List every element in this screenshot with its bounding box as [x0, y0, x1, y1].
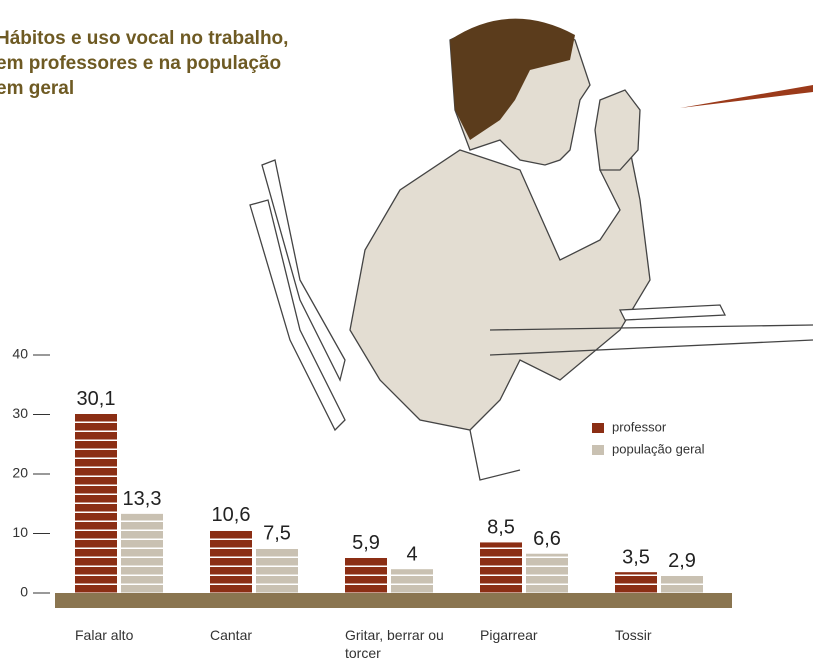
y-tick-label: 10: [12, 524, 28, 540]
chart-title: Hábitos e uso vocal no trabalho, em prof…: [0, 26, 288, 101]
value-label: 13,3: [123, 488, 162, 510]
x-tick-label: Pigarrear: [480, 627, 538, 643]
value-label: 6,6: [533, 528, 561, 550]
legend-swatch: [592, 423, 604, 433]
bar: [526, 553, 568, 593]
value-label: 8,5: [487, 517, 515, 539]
legend-label: população geral: [612, 441, 705, 456]
value-label: 3,5: [622, 546, 650, 568]
bar: [480, 542, 522, 593]
bar: [661, 575, 703, 593]
bar: [615, 572, 657, 593]
value-label: 7,5: [263, 523, 291, 545]
x-tick-label: Gritar, berrar ou torcer: [345, 627, 444, 661]
y-tick-label: 0: [20, 584, 28, 600]
illustration: [249, 18, 813, 481]
value-label: 30,1: [77, 388, 116, 410]
baseline: [55, 593, 732, 608]
legend-swatch: [592, 445, 604, 455]
value-label: 4: [406, 543, 417, 565]
legend-label: professor: [612, 419, 667, 434]
y-tick-label: 20: [12, 465, 28, 481]
bar: [210, 529, 252, 593]
y-tick-label: 30: [12, 405, 28, 421]
bar: [75, 413, 117, 593]
x-tick-label: Cantar: [210, 627, 253, 643]
value-label: 5,9: [352, 532, 380, 554]
x-tick-label: Tossir: [615, 627, 652, 643]
value-label: 2,9: [668, 550, 696, 572]
title-line: em geral: [0, 78, 75, 99]
bar: [391, 569, 433, 593]
value-label: 10,6: [212, 504, 251, 526]
bar: [345, 557, 387, 593]
title-line: Hábitos e uso vocal no trabalho,: [0, 28, 289, 49]
bar: [121, 513, 163, 593]
x-tick-label: Falar alto: [75, 627, 134, 643]
y-tick-label: 40: [12, 346, 28, 362]
bar: [256, 548, 298, 593]
title-line: em professores e na população: [0, 53, 282, 74]
